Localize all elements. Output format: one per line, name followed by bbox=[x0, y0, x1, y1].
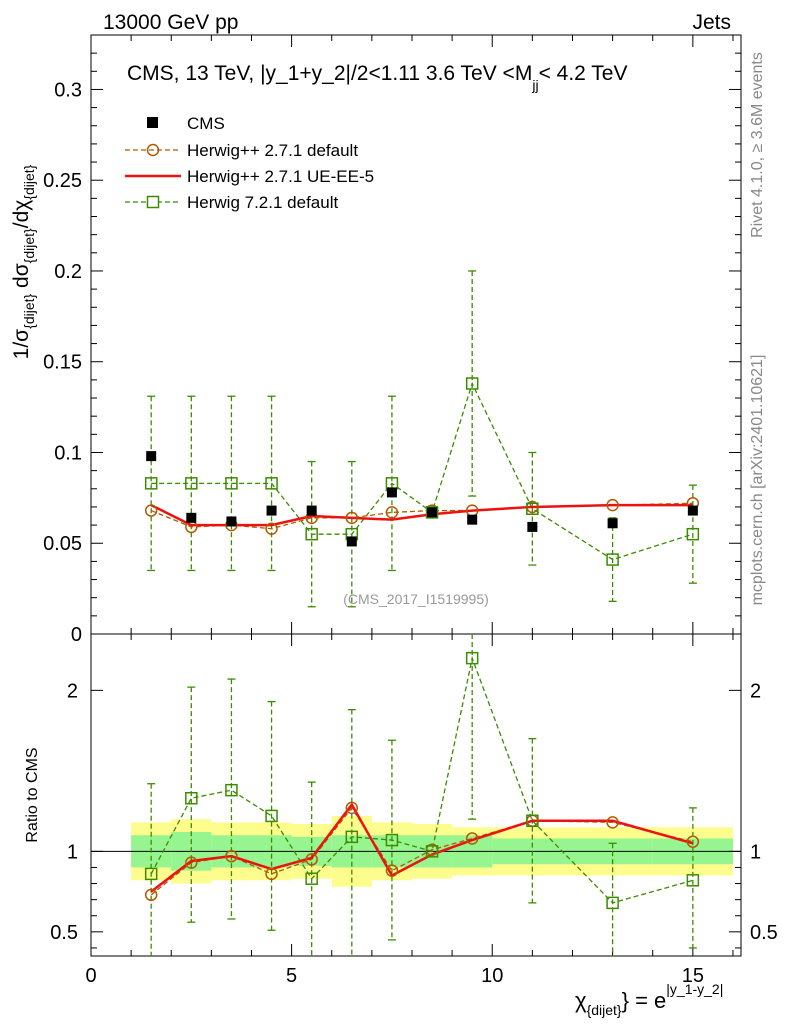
cms-data-point bbox=[687, 505, 698, 516]
main-series-layer bbox=[144, 270, 700, 608]
herwig-default-point bbox=[265, 522, 278, 535]
herwig7-point bbox=[305, 527, 318, 541]
cms-data-point bbox=[386, 487, 397, 498]
ratio-y-tick-label: 2 bbox=[67, 680, 78, 702]
cms-data-point bbox=[467, 514, 478, 525]
cms-data-point bbox=[146, 451, 157, 462]
ratio-y-tick-label-right: 2 bbox=[750, 680, 761, 702]
main-y-tick-label: 0.1 bbox=[54, 442, 82, 464]
herwig7-ratio-line bbox=[150, 655, 694, 904]
ratio-y-tick-label-right: 1 bbox=[750, 841, 761, 863]
herwig7-point bbox=[465, 377, 479, 390]
herwig7-ratio-point bbox=[305, 872, 318, 885]
herwig7-ratio-point bbox=[185, 791, 198, 805]
herwig-default-ratio-point bbox=[265, 867, 278, 881]
chart-title-end: < 4.2 TeV bbox=[539, 62, 628, 85]
ratio-y-tick-label: 1 bbox=[67, 841, 78, 863]
main-y-tick-label: 0.2 bbox=[54, 261, 82, 283]
herwig-default-ratio-point bbox=[606, 816, 619, 829]
legend-herwig7-label: Herwig 7.2.1 default bbox=[187, 193, 338, 212]
herwig7-point bbox=[225, 477, 238, 490]
x-tick-label: 5 bbox=[286, 965, 297, 987]
herwig7-ratio-point bbox=[265, 809, 278, 823]
legend-herwig7-marker bbox=[146, 195, 160, 209]
cms-data-point bbox=[527, 521, 538, 532]
herwig-default-point bbox=[345, 511, 359, 525]
herwig7-ratio-point bbox=[606, 896, 619, 910]
herwig-default-ratio-point bbox=[305, 853, 318, 866]
herwig-default-point bbox=[385, 506, 399, 519]
main-y-tick-label: 0.3 bbox=[54, 79, 82, 101]
herwig-default-ratio-point bbox=[385, 864, 399, 877]
ratio-y-axis-label: Ratio to CMS bbox=[24, 747, 41, 842]
analysis-watermark: (CMS_2017_I1519995) bbox=[343, 591, 489, 607]
cms-data-point bbox=[346, 536, 357, 547]
herwig7-point bbox=[185, 477, 198, 490]
herwig7-point bbox=[265, 477, 278, 490]
ratio-series-layer bbox=[144, 634, 700, 956]
chart-title-main: CMS, 13 TeV, |y_1+y_2|/2<1.11 3.6 TeV <M bbox=[127, 62, 532, 85]
herwig-default-ratio-point bbox=[686, 835, 700, 848]
header-energy-label: 13000 GeV pp bbox=[103, 11, 238, 34]
herwig-default-ratio-point bbox=[225, 849, 238, 863]
x-tick-label: 15 bbox=[682, 965, 704, 987]
rivet-version-label: Rivet 4.1.0, ≥ 3.6M events bbox=[749, 52, 766, 238]
x-tick-label: 0 bbox=[85, 965, 96, 987]
main-y-tick-label: 0 bbox=[71, 624, 82, 646]
cms-data-point bbox=[427, 507, 438, 518]
main-y-axis-label: 1/σ{dijet} dσ{dijet}/dχ{dijet} bbox=[10, 164, 37, 359]
cms-data-point bbox=[607, 518, 618, 529]
herwig7-point bbox=[425, 506, 439, 519]
main-y-tick-label: 0.15 bbox=[43, 352, 82, 374]
herwig-default-ratio-point bbox=[465, 832, 479, 845]
herwig7-ratio-point bbox=[465, 651, 479, 665]
herwig7-line bbox=[151, 381, 694, 561]
x-tick-label: 10 bbox=[481, 965, 503, 987]
herwig-default-point bbox=[606, 498, 619, 512]
herwig7-point bbox=[686, 527, 700, 541]
herwig7-ratio-point bbox=[345, 830, 359, 844]
legend-herwig-ueee5-label: Herwig++ 2.7.1 UE-EE-5 bbox=[187, 167, 374, 186]
ratio-plot-frame bbox=[90, 633, 742, 957]
axis-ticks bbox=[90, 34, 741, 956]
main-y-tick-label: 0.05 bbox=[43, 533, 82, 555]
herwig7-point bbox=[526, 502, 539, 516]
herwig-ueee5-line bbox=[150, 503, 693, 527]
herwig-ueee5-ratio-line bbox=[150, 802, 694, 893]
main-y-tick-label: 0.25 bbox=[43, 170, 82, 192]
herwig7-point bbox=[606, 553, 619, 566]
ratio-y-tick-label: 0.5 bbox=[50, 922, 78, 944]
herwig7-point bbox=[144, 477, 158, 490]
herwig-default-point bbox=[144, 504, 158, 517]
header-process-label: Jets bbox=[692, 11, 731, 34]
legend-herwig-default-label: Herwig++ 2.7.1 default bbox=[187, 141, 358, 160]
ratio-y-tick-label-right: 0.5 bbox=[750, 922, 778, 944]
tick-labels: 0 5 10 15 0 0.05 0.1 0.15 0.2 0.25 0.3 0.5 0.5 1 1 2 2 bbox=[43, 79, 778, 987]
x-axis-label: χ{dijet}} = e|y_1-y_2| bbox=[575, 981, 723, 1018]
herwig7-ratio-point bbox=[225, 783, 238, 797]
herwig7-ratio-point bbox=[144, 867, 158, 881]
herwig7-ratio-point bbox=[385, 833, 399, 847]
chart-title: CMS, 13 TeV, |y_1+y_2|/2<1.11 3.6 TeV <M… bbox=[127, 62, 628, 93]
chart-title-subscript: jj bbox=[531, 77, 538, 93]
cms-data-point bbox=[186, 512, 197, 523]
cms-data-point bbox=[306, 505, 317, 516]
cms-data-point bbox=[266, 505, 277, 516]
legend-cms-marker bbox=[147, 117, 158, 128]
herwig-default-ratio-point bbox=[345, 801, 359, 815]
herwig7-ratio-point bbox=[686, 874, 700, 887]
herwig-default-ratio-point bbox=[144, 888, 158, 902]
legend-cms-label: CMS bbox=[187, 114, 225, 133]
mcplots-label: mcplots.cern.ch [arXiv:2401.10621] bbox=[749, 355, 766, 606]
legend-herwig-default-marker bbox=[146, 143, 160, 157]
herwig-default-ratio-point bbox=[185, 856, 198, 869]
herwig7-ratio-point bbox=[425, 845, 439, 858]
cms-data-point bbox=[226, 516, 237, 527]
legend: CMS Herwig++ 2.7.1 default Herwig++ 2.7.… bbox=[125, 114, 374, 212]
herwig7-ratio-point bbox=[526, 814, 539, 828]
